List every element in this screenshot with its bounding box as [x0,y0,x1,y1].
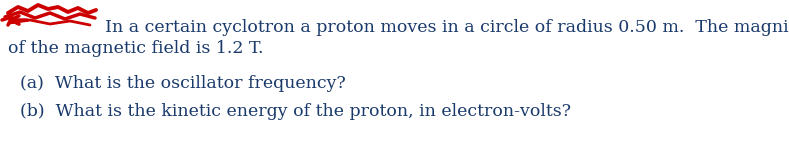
Text: In a certain cyclotron a proton moves in a circle of radius 0.50 m.  The magnitu: In a certain cyclotron a proton moves in… [105,19,789,36]
Text: (a)  What is the oscillator frequency?: (a) What is the oscillator frequency? [20,75,346,92]
Text: (b)  What is the kinetic energy of the proton, in electron-volts?: (b) What is the kinetic energy of the pr… [20,103,571,120]
Text: of the magnetic field is 1.2 T.: of the magnetic field is 1.2 T. [8,40,264,57]
